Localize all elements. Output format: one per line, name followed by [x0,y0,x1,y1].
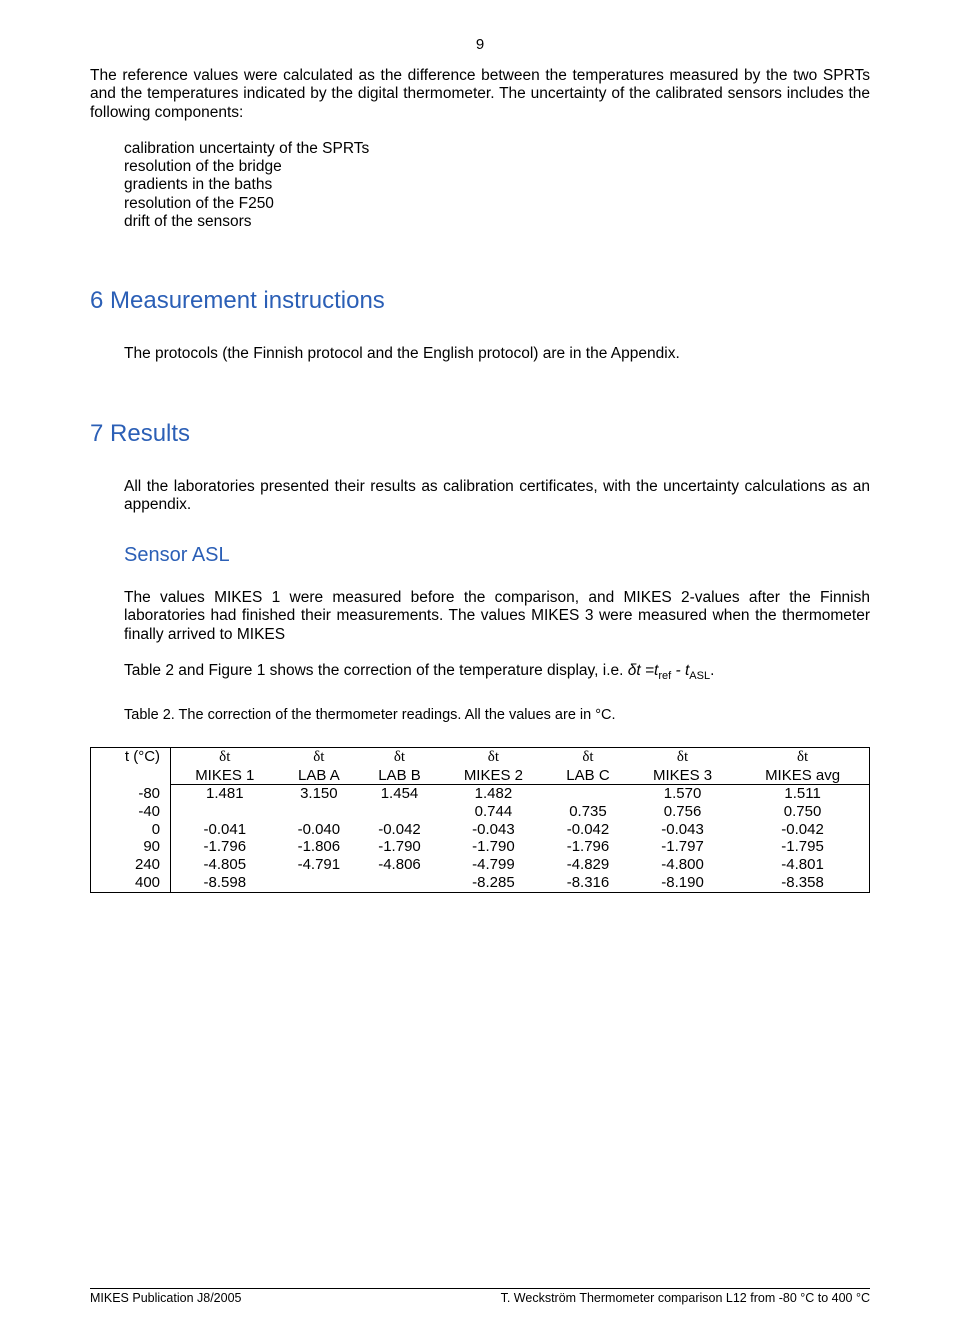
delta-header: δt [171,748,279,767]
footer-left: MIKES Publication J8/2005 [90,1291,241,1305]
cell-temp: 0 [91,821,171,839]
section-6-body: The protocols (the Finnish protocol and … [124,345,870,363]
delta-header: δt [440,748,547,767]
intro-paragraph: The reference values were calculated as … [90,67,870,122]
cell-value: -8.358 [736,874,869,892]
col-label: MIKES 2 [440,767,547,785]
cell-value: -1.796 [547,838,629,856]
cell-value: -1.797 [629,838,736,856]
cell-value: -8.316 [547,874,629,892]
cell-value: 0.750 [736,803,869,821]
cell-value: -4.805 [171,856,279,874]
eq-mid: - t [671,662,689,679]
sensor-para-2: Table 2 and Figure 1 shows the correctio… [124,662,870,683]
section-6-title: 6 Measurement instructions [90,287,870,315]
cell-value: 1.482 [440,785,547,803]
cell-value: -0.042 [736,821,869,839]
col-label: LAB C [547,767,629,785]
page: 9 The reference values were calculated a… [0,0,960,1329]
sensor-asl-title: Sensor ASL [124,544,870,567]
cell-value: -1.790 [359,838,440,856]
list-item: resolution of the bridge [124,158,870,176]
section-7-title: 7 Results [90,420,870,448]
list-item: drift of the sensors [124,213,870,231]
cell-value: 3.150 [279,785,360,803]
col-label: LAB B [359,767,440,785]
table-body: -801.4813.1501.4541.482 1.5701.511 -40 0.74… [91,785,870,892]
cell-value: -8.285 [440,874,547,892]
cell-value: -0.041 [171,821,279,839]
delta-header: δt [547,748,629,767]
cell-value: -4.801 [736,856,869,874]
page-number: 9 [90,36,870,53]
cell-value: -1.796 [171,838,279,856]
page-footer: MIKES Publication J8/2005 T. Weckström T… [90,1288,870,1305]
cell-value [279,874,360,892]
table-2: t (°C) δt δt δt δt δt δt δt MIKES 1 LAB … [90,747,870,893]
cell-temp: 240 [91,856,171,874]
cell-value: -0.043 [440,821,547,839]
col-label: MIKES avg [736,767,869,785]
cell-temp: 400 [91,874,171,892]
cell-value: -8.598 [171,874,279,892]
delta-header: δt [359,748,440,767]
delta-header: δt [629,748,736,767]
cell-value: -8.190 [629,874,736,892]
sensor-para-1: The values MIKES 1 were measured before … [124,589,870,644]
cell-value: -1.795 [736,838,869,856]
cell-value: -4.806 [359,856,440,874]
delta-header: δt [279,748,360,767]
cell-value: 1.511 [736,785,869,803]
cell-value: 1.481 [171,785,279,803]
section-7-body: All the laboratories presented their res… [124,478,870,515]
col-label: MIKES 1 [171,767,279,785]
list-item: gradients in the baths [124,176,870,194]
cell-value [547,785,629,803]
cell-value: -4.800 [629,856,736,874]
col-temp: t (°C) [91,748,171,785]
col-label: LAB A [279,767,360,785]
cell-temp: -40 [91,803,171,821]
col-label: MIKES 3 [629,767,736,785]
cell-value [359,803,440,821]
footer-right: T. Weckström Thermometer comparison L12 … [501,1291,870,1305]
cell-value: -0.043 [629,821,736,839]
component-list: calibration uncertainty of the SPRTs res… [124,140,870,231]
cell-value [359,874,440,892]
cell-value [171,803,279,821]
delta-header: δt [736,748,869,767]
cell-value: 1.570 [629,785,736,803]
cell-value: -0.042 [547,821,629,839]
cell-value: -4.799 [440,856,547,874]
cell-value: 0.756 [629,803,736,821]
cell-value: 0.744 [440,803,547,821]
text: Table 2 and Figure 1 shows the correctio… [124,662,628,679]
cell-value: -4.829 [547,856,629,874]
text: . [710,662,714,679]
eq-sub: ASL [689,670,710,682]
list-item: resolution of the F250 [124,195,870,213]
cell-value: 0.735 [547,803,629,821]
cell-value: -1.806 [279,838,360,856]
cell-value: -1.790 [440,838,547,856]
cell-value: -4.791 [279,856,360,874]
cell-value: -0.042 [359,821,440,839]
cell-temp: -80 [91,785,171,803]
list-item: calibration uncertainty of the SPRTs [124,140,870,158]
eq-lhs: δt =t [628,662,659,679]
cell-value: -0.040 [279,821,360,839]
eq-sub: ref [658,670,671,682]
table-2-caption: Table 2. The correction of the thermomet… [124,707,870,723]
cell-value: 1.454 [359,785,440,803]
cell-temp: 90 [91,838,171,856]
cell-value [279,803,360,821]
